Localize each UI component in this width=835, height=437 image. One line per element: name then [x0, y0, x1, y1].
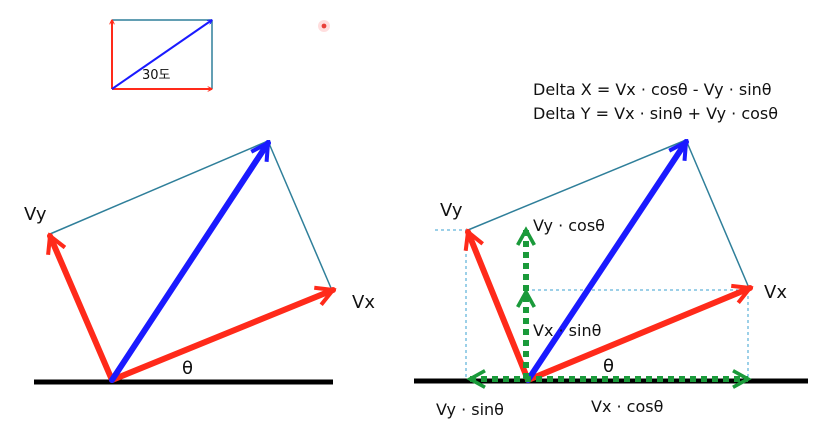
left-vy-label: Vy — [24, 204, 47, 225]
left-figure: Vy Vx θ — [24, 140, 375, 385]
formula-delta-x: Delta X = Vx · cosθ - Vy · sinθ — [533, 80, 772, 99]
left-vy-arrow — [50, 236, 115, 383]
left-parallelogram-top — [49, 140, 269, 235]
right-vy-label: Vy — [440, 200, 463, 221]
inset-figure: 30도 — [112, 20, 212, 89]
left-theta-label: θ — [182, 358, 193, 379]
vx-cos-label: Vx · cosθ — [591, 397, 663, 416]
right-theta-label: θ — [603, 356, 614, 377]
right-parallelogram-right — [685, 139, 750, 289]
right-resultant-arrow — [525, 142, 689, 383]
vy-sin-label: Vy · sinθ — [436, 400, 504, 419]
right-vx-arrow — [525, 288, 750, 383]
right-vx-label: Vx — [764, 282, 787, 303]
inset-angle-label: 30도 — [142, 68, 171, 83]
cursor-dot — [318, 20, 330, 32]
right-vy-arrow — [468, 232, 531, 383]
left-vx-label: Vx — [352, 292, 375, 313]
formula-delta-y: Delta Y = Vx · sinθ + Vy · cosθ — [533, 104, 778, 123]
right-figure: Vy Vx θ Vy · cosθ Vx · sinθ Vy · sinθ Vx… — [414, 140, 808, 419]
left-vx-arrow — [109, 290, 333, 383]
inset-diagonal-arrow — [111, 20, 212, 90]
left-resultant-arrow — [109, 143, 271, 383]
right-parallelogram-top — [467, 139, 687, 231]
vx-sin-label: Vx · sinθ — [533, 321, 601, 340]
vy-cos-label: Vy · cosθ — [533, 216, 605, 235]
left-parallelogram-right — [267, 140, 332, 289]
